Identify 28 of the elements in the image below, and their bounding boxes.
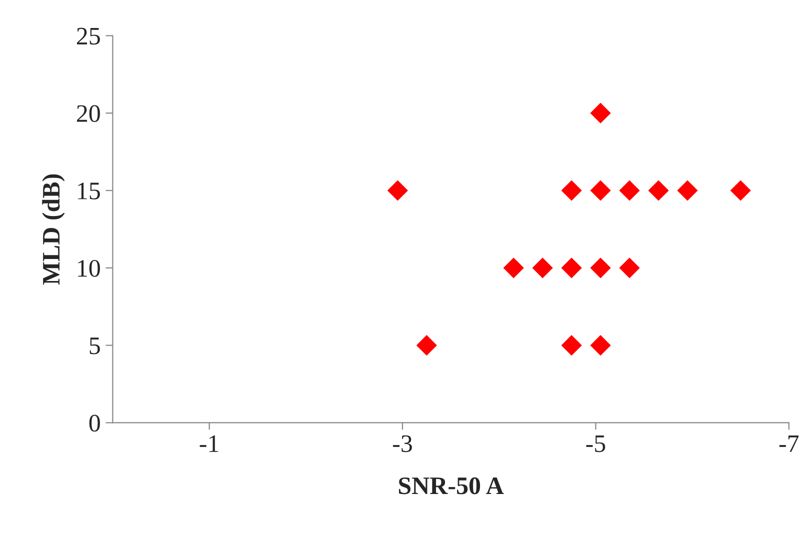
y-tick-label: 10 <box>78 260 100 277</box>
x-tick-label: -7 <box>779 436 799 452</box>
point <box>590 102 611 124</box>
point <box>677 180 698 201</box>
x-tick-label: -1 <box>200 435 218 452</box>
point <box>532 258 553 278</box>
point <box>561 180 582 201</box>
point <box>648 180 669 201</box>
point <box>590 180 611 201</box>
point <box>561 335 582 356</box>
point <box>503 258 524 278</box>
x-tick-label: -3 <box>393 435 412 452</box>
x-tick-label: -5 <box>586 436 606 452</box>
x-axis-title: SNR-50 A <box>399 477 504 494</box>
point <box>619 180 640 201</box>
point <box>590 335 611 356</box>
point <box>619 258 640 278</box>
y-tick-label: 15 <box>78 182 100 200</box>
y-tick-label: 5 <box>90 338 100 354</box>
y-tick-label: 25 <box>76 28 100 45</box>
point <box>590 258 611 278</box>
point <box>730 180 751 201</box>
point <box>416 335 437 356</box>
y-tick-label: 0 <box>89 414 100 432</box>
y-axis-title: MLD (dB) <box>42 174 65 285</box>
point <box>387 180 408 201</box>
y-tick-label: 20 <box>76 105 100 122</box>
point <box>561 258 582 278</box>
